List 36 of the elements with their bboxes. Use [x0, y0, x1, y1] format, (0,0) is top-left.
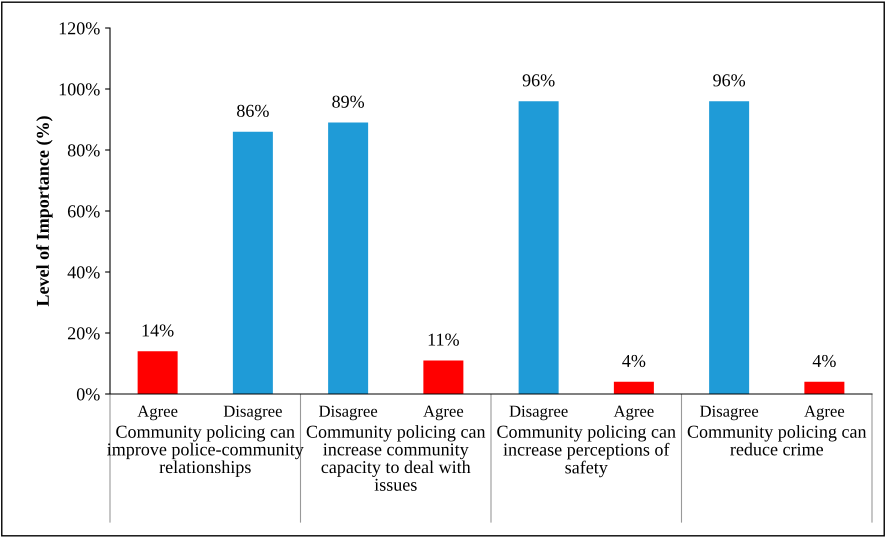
data-label: 96%: [522, 74, 555, 86]
bar: [138, 351, 178, 394]
data-label: 89%: [332, 96, 364, 108]
y-tick-label: 120%: [60, 22, 100, 34]
text: Community policing can increase perceptions of safety: [497, 425, 676, 478]
y-tick-label: 80%: [68, 144, 100, 156]
text: Community policing can reduce crime: [688, 425, 866, 456]
y-tick-label: 0%: [76, 388, 100, 400]
x-tick-label: Agree: [423, 406, 464, 420]
x-tick-label: Agree: [614, 406, 654, 420]
bar: [518, 101, 559, 394]
y-tick-label: 60%: [68, 205, 100, 218]
data-label: 96%: [713, 74, 746, 86]
data-label: 86%: [237, 104, 269, 117]
x-tick-label: Disagree: [224, 406, 282, 420]
bar: [423, 360, 464, 394]
bar: [328, 122, 368, 394]
bar: [709, 101, 750, 394]
y-tick-label: 20%: [68, 327, 100, 340]
x-tick-label: Agree: [137, 406, 178, 420]
x-tick-label: Disagree: [509, 406, 568, 420]
x-tick-label: Agree: [804, 406, 844, 420]
bar: [232, 132, 273, 394]
bar: [614, 382, 654, 394]
data-label: 14%: [142, 324, 174, 337]
y-axis-title: Level of Importance (%): [36, 116, 53, 306]
data-label: 4%: [812, 354, 836, 368]
y-tick-label: 40%: [68, 266, 100, 278]
x-tick-label: Disagree: [700, 406, 758, 420]
y-tick-label: 100%: [60, 83, 100, 96]
data-label: 4%: [622, 354, 646, 368]
x-tick-label: Disagree: [318, 406, 378, 420]
bar: [804, 382, 844, 394]
data-label: 11%: [428, 333, 459, 346]
text: Community policing can increase community capacity to deal with issues: [306, 425, 486, 491]
text: Community policing can improve police-community relationships: [107, 425, 304, 477]
